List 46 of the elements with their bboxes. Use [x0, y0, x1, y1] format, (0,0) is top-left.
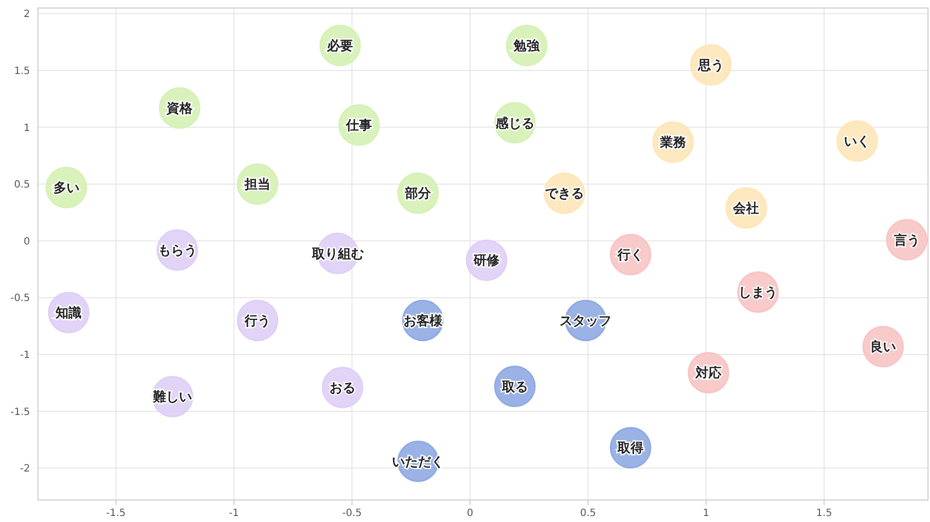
annotation: 勉強 [512, 38, 541, 54]
x-tick-label: 0 [466, 508, 474, 519]
y-tick-label: 2 [24, 9, 30, 20]
x-tick-label: 1 [702, 508, 710, 519]
annotation: もらう [158, 244, 197, 259]
annotation: しまう [738, 286, 778, 301]
annotation: 業務 [659, 136, 688, 151]
annotation: 難しい [152, 390, 192, 406]
annotation: 取り組む [310, 246, 364, 262]
y-tick-label: -1.5 [10, 406, 30, 418]
annotation: 行う [244, 314, 271, 329]
annotation: 資格 [166, 101, 194, 116]
y-tick-label: 0 [24, 236, 30, 248]
x-tick-label: 1.5 [816, 508, 832, 519]
annotation: 取得 [616, 441, 644, 456]
annotation: 行く [616, 248, 644, 264]
annotation: 感じる [494, 115, 534, 132]
annotation: 取る [500, 380, 528, 395]
x-tick-label: 0.5 [580, 508, 596, 519]
annotation: 必要 [326, 38, 354, 54]
y-tick-label: -2 [20, 464, 30, 475]
annotation: 対応 [694, 365, 722, 382]
y-tick-label: -1 [20, 350, 30, 362]
annotation: 言う [892, 232, 920, 248]
x-tick-label: -0.5 [342, 508, 362, 519]
annotation: 研修 [472, 254, 501, 269]
annotation: 思う [696, 58, 724, 74]
annotation: できる [544, 186, 584, 202]
y-tick-label: 1.5 [14, 66, 30, 77]
x-tick-label: -1.5 [106, 508, 126, 519]
annotation: 部分 [404, 186, 432, 202]
y-tick-label: 1 [24, 122, 30, 134]
annotation: 担当 [244, 178, 271, 193]
annotation: おる [330, 381, 356, 396]
annotation: 仕事 [345, 118, 372, 134]
annotation: いただく [392, 454, 444, 470]
x-tick-label: -1 [228, 508, 239, 519]
y-tick-label: -0.5 [10, 293, 30, 304]
y-tick-label: 0.5 [14, 180, 30, 191]
annotation: 良い [870, 339, 896, 356]
annotation: 知識 [54, 305, 82, 322]
annotation: いく [844, 134, 870, 150]
annotation: スタッフ [560, 314, 612, 329]
annotation: 多い [53, 181, 80, 196]
annotation: 会社 [732, 200, 760, 216]
annotation: お客様 [403, 312, 444, 329]
